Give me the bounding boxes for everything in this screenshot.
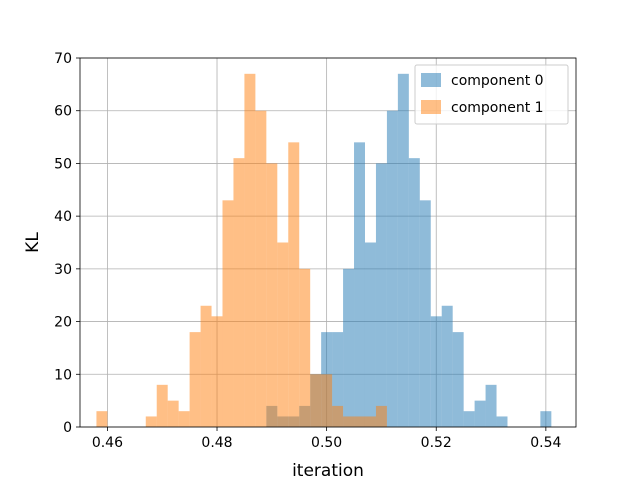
y-tick-label: 70 [54,51,72,67]
histogram-bar-component-0 [386,110,398,427]
histogram-bar-component-0 [463,411,475,427]
grid [80,57,576,428]
legend-swatch-component-1 [421,100,441,114]
histogram-bar-component-1 [189,332,201,427]
histogram-bar-component-1 [266,163,278,427]
y-tick-label: 50 [54,156,72,172]
histogram-bar-component-1 [354,416,365,427]
histogram-bar-component-0 [354,142,365,428]
histogram-bar-component-0 [343,268,355,427]
histogram-bar-component-1 [321,374,333,427]
histogram-bar-component-1 [288,142,300,428]
legend-label-component-1: component 1 [451,100,544,116]
histogram-bar-component-1 [167,400,179,427]
x-tick-label: 0.54 [530,435,561,451]
x-axis-label: iteration [292,461,364,480]
y-tick-label: 0 [63,420,72,436]
y-tick-label: 30 [54,262,72,278]
histogram-bar-component-0 [419,200,431,427]
histogram-bar-component-1 [211,316,223,427]
histogram-bar-component-0 [496,416,508,427]
histogram-bar-component-0 [408,158,420,427]
x-axis-ticks: 0.46 0.48 0.50 0.52 0.54 [92,427,562,451]
histogram-bar-component-1 [178,411,190,427]
x-tick-label: 0.50 [311,435,342,451]
legend: component 0 component 1 [414,64,569,125]
histogram-bar-component-0 [452,332,464,427]
histogram-bar-component-1 [310,374,322,427]
legend-label-component-0: component 0 [451,73,544,89]
histogram-bar-component-1 [277,242,289,427]
bars [96,73,552,428]
y-tick-label: 10 [54,367,72,383]
x-tick-label: 0.46 [92,435,123,451]
y-axis-ticks: 0 10 20 30 40 50 60 70 [54,51,80,436]
legend-swatch-component-0 [421,73,441,87]
histogram-bar-component-1 [332,405,344,427]
histogram-bar-component-1 [200,305,212,427]
histogram-bar-component-0 [375,163,387,427]
plot-frame [79,57,577,428]
histogram-bar-component-1 [145,416,157,427]
histogram-bar-component-1 [375,405,387,427]
histogram-bar-component-0 [441,305,453,427]
histogram-bar-component-0 [485,384,497,427]
histogram-bar-component-1 [343,416,355,427]
histogram-bar-component-1 [233,158,245,427]
x-tick-label: 0.52 [421,435,452,451]
histogram-bar-component-1 [156,384,168,427]
x-tick-label: 0.48 [201,435,232,451]
y-tick-label: 40 [54,209,72,225]
histogram-bar-component-0 [397,73,409,428]
histogram-bar-component-1 [364,416,376,427]
histogram-bar-component-1 [299,268,311,427]
histogram-bar-component-1 [244,73,256,428]
histogram-bar-component-0 [430,316,442,427]
histogram-bar-component-1 [222,200,234,427]
histogram-bar-component-0 [364,242,376,427]
histogram-bar-component-1 [96,411,108,427]
histogram-bar-component-0 [474,400,486,427]
y-axis-label: KL [23,232,43,253]
histogram-bar-component-0 [540,411,552,427]
histogram-bar-component-0 [332,332,344,427]
y-tick-label: 20 [54,315,72,331]
y-tick-label: 60 [54,104,72,120]
histogram-bar-component-1 [255,110,267,427]
legend-box [414,64,569,125]
